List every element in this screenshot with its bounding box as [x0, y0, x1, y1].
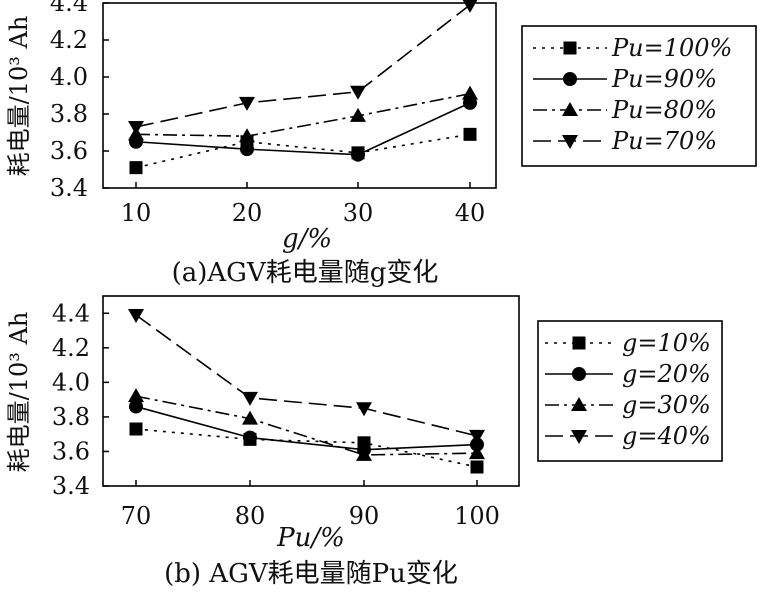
data-point-circle [351, 147, 365, 162]
panel-a-x-axis-label: g/% [282, 224, 332, 254]
data-point-triangle-down [239, 96, 255, 111]
panel-b-caption: (b) AGV耗电量随Pu变化 [164, 559, 458, 589]
y-tick-label: 3.8 [50, 100, 88, 128]
legend-label: Pu=100% [611, 34, 732, 62]
y-tick-label: 4.0 [50, 63, 88, 91]
y-tick-label: 4.0 [52, 368, 90, 396]
legend-marker-circle [572, 367, 586, 381]
data-point-triangle-up [242, 410, 258, 425]
legend-marker-triangle-down [562, 135, 578, 149]
data-point-triangle-up [128, 388, 144, 403]
data-point-circle [240, 142, 254, 157]
data-point-circle [243, 430, 257, 445]
panel-b-plot-frame [102, 295, 520, 487]
legend-marker-triangle-up [562, 102, 578, 116]
data-point-triangle-down [242, 391, 258, 406]
x-tick-label: 40 [455, 199, 486, 227]
data-point-triangle-down [128, 120, 144, 135]
legend-label: g=10% [622, 329, 711, 357]
data-point-circle [129, 399, 143, 414]
y-tick-label: 4.4 [52, 299, 90, 327]
data-point-triangle-up [239, 128, 255, 143]
panel-a: 3.4 3.6 3.8 4.0 4.2 4.4 10 20 30 40 耗电量/10³ Ah g… [5, 0, 757, 288]
series-line [135, 92, 471, 138]
legend-label: Pu=90% [611, 65, 717, 93]
data-point-circle [470, 437, 484, 452]
series-line [135, 4, 471, 128]
y-tick-label: 3.4 [50, 174, 88, 202]
x-tick-label: 100 [454, 502, 500, 530]
panel-a-x-ticks: 10 20 30 40 [121, 182, 486, 227]
data-point-triangle-down [356, 402, 372, 417]
data-point-square [129, 422, 143, 436]
y-tick-label: 4.4 [50, 0, 88, 17]
x-tick-label: 80 [235, 502, 266, 530]
legend-label: Pu=70% [611, 127, 717, 155]
panel-b-legend-box [537, 320, 723, 462]
y-tick-label: 3.8 [52, 403, 90, 431]
data-point-triangle-down [128, 309, 144, 323]
x-tick-label: 30 [343, 199, 374, 227]
panel-b-series [128, 309, 485, 474]
legend-marker-square [563, 41, 577, 55]
series-line [135, 102, 471, 156]
series-line [135, 405, 478, 451]
y-tick-label: 3.6 [50, 137, 88, 165]
series-line [135, 428, 478, 468]
legend-label: g=40% [622, 422, 711, 450]
x-tick-label: 90 [349, 502, 380, 530]
panel-b-y-ticks: 3.4 3.6 3.8 4.0 4.2 4.4 [52, 299, 109, 500]
panel-b-x-axis-label: Pu/% [276, 523, 345, 553]
legend-label: g=30% [622, 391, 711, 419]
data-point-triangle-up [469, 445, 485, 460]
panel-a-y-ticks: 3.4 3.6 3.8 4.0 4.2 4.4 [50, 0, 109, 202]
panel-a-caption: (a)AGV耗电量随g变化 [172, 258, 439, 288]
y-tick-label: 4.2 [50, 26, 88, 54]
y-tick-label: 4.2 [52, 334, 90, 362]
data-point-triangle-down [462, 0, 478, 13]
data-point-triangle-down [350, 85, 366, 100]
panel-b-x-ticks: 70 80 90 100 [121, 480, 500, 530]
panel-a-series [128, 0, 478, 175]
legend-marker-triangle-down [571, 430, 587, 444]
data-point-triangle-up [350, 107, 366, 122]
y-tick-label: 3.4 [52, 472, 90, 500]
panel-b-legend: g=10% g=20% g=30% g=40% [545, 329, 711, 450]
panel-a-legend-box [521, 25, 757, 167]
data-point-triangle-up [356, 446, 372, 461]
legend-label: g=20% [622, 360, 711, 388]
legend-label: Pu=80% [611, 96, 717, 124]
x-tick-label: 70 [121, 502, 152, 530]
data-point-triangle-up [462, 85, 478, 100]
data-point-square [470, 460, 484, 474]
data-point-square [463, 127, 477, 141]
legend-marker-square [572, 336, 586, 350]
series-line [135, 314, 478, 437]
x-tick-label: 10 [121, 199, 152, 227]
legend-marker-triangle-up [571, 397, 587, 411]
series-line [135, 395, 478, 456]
panel-b-y-axis-label: 耗电量/10³ Ah [5, 312, 33, 473]
x-tick-label: 20 [232, 199, 263, 227]
panel-a-y-axis-label: 耗电量/10³ Ah [5, 16, 33, 177]
data-point-triangle-down [469, 429, 485, 444]
data-point-square [129, 161, 143, 175]
panel-a-legend: Pu=100% Pu=90% Pu=80% Pu=70% [533, 34, 732, 155]
panel-a-plot-frame [102, 2, 497, 189]
y-tick-label: 3.6 [52, 437, 90, 465]
series-line [135, 133, 471, 169]
panel-b: 3.43.63.84.04.24.4 70 80 90 100 耗电量/10³ Ah … [5, 295, 723, 589]
legend-marker-circle [563, 72, 577, 86]
